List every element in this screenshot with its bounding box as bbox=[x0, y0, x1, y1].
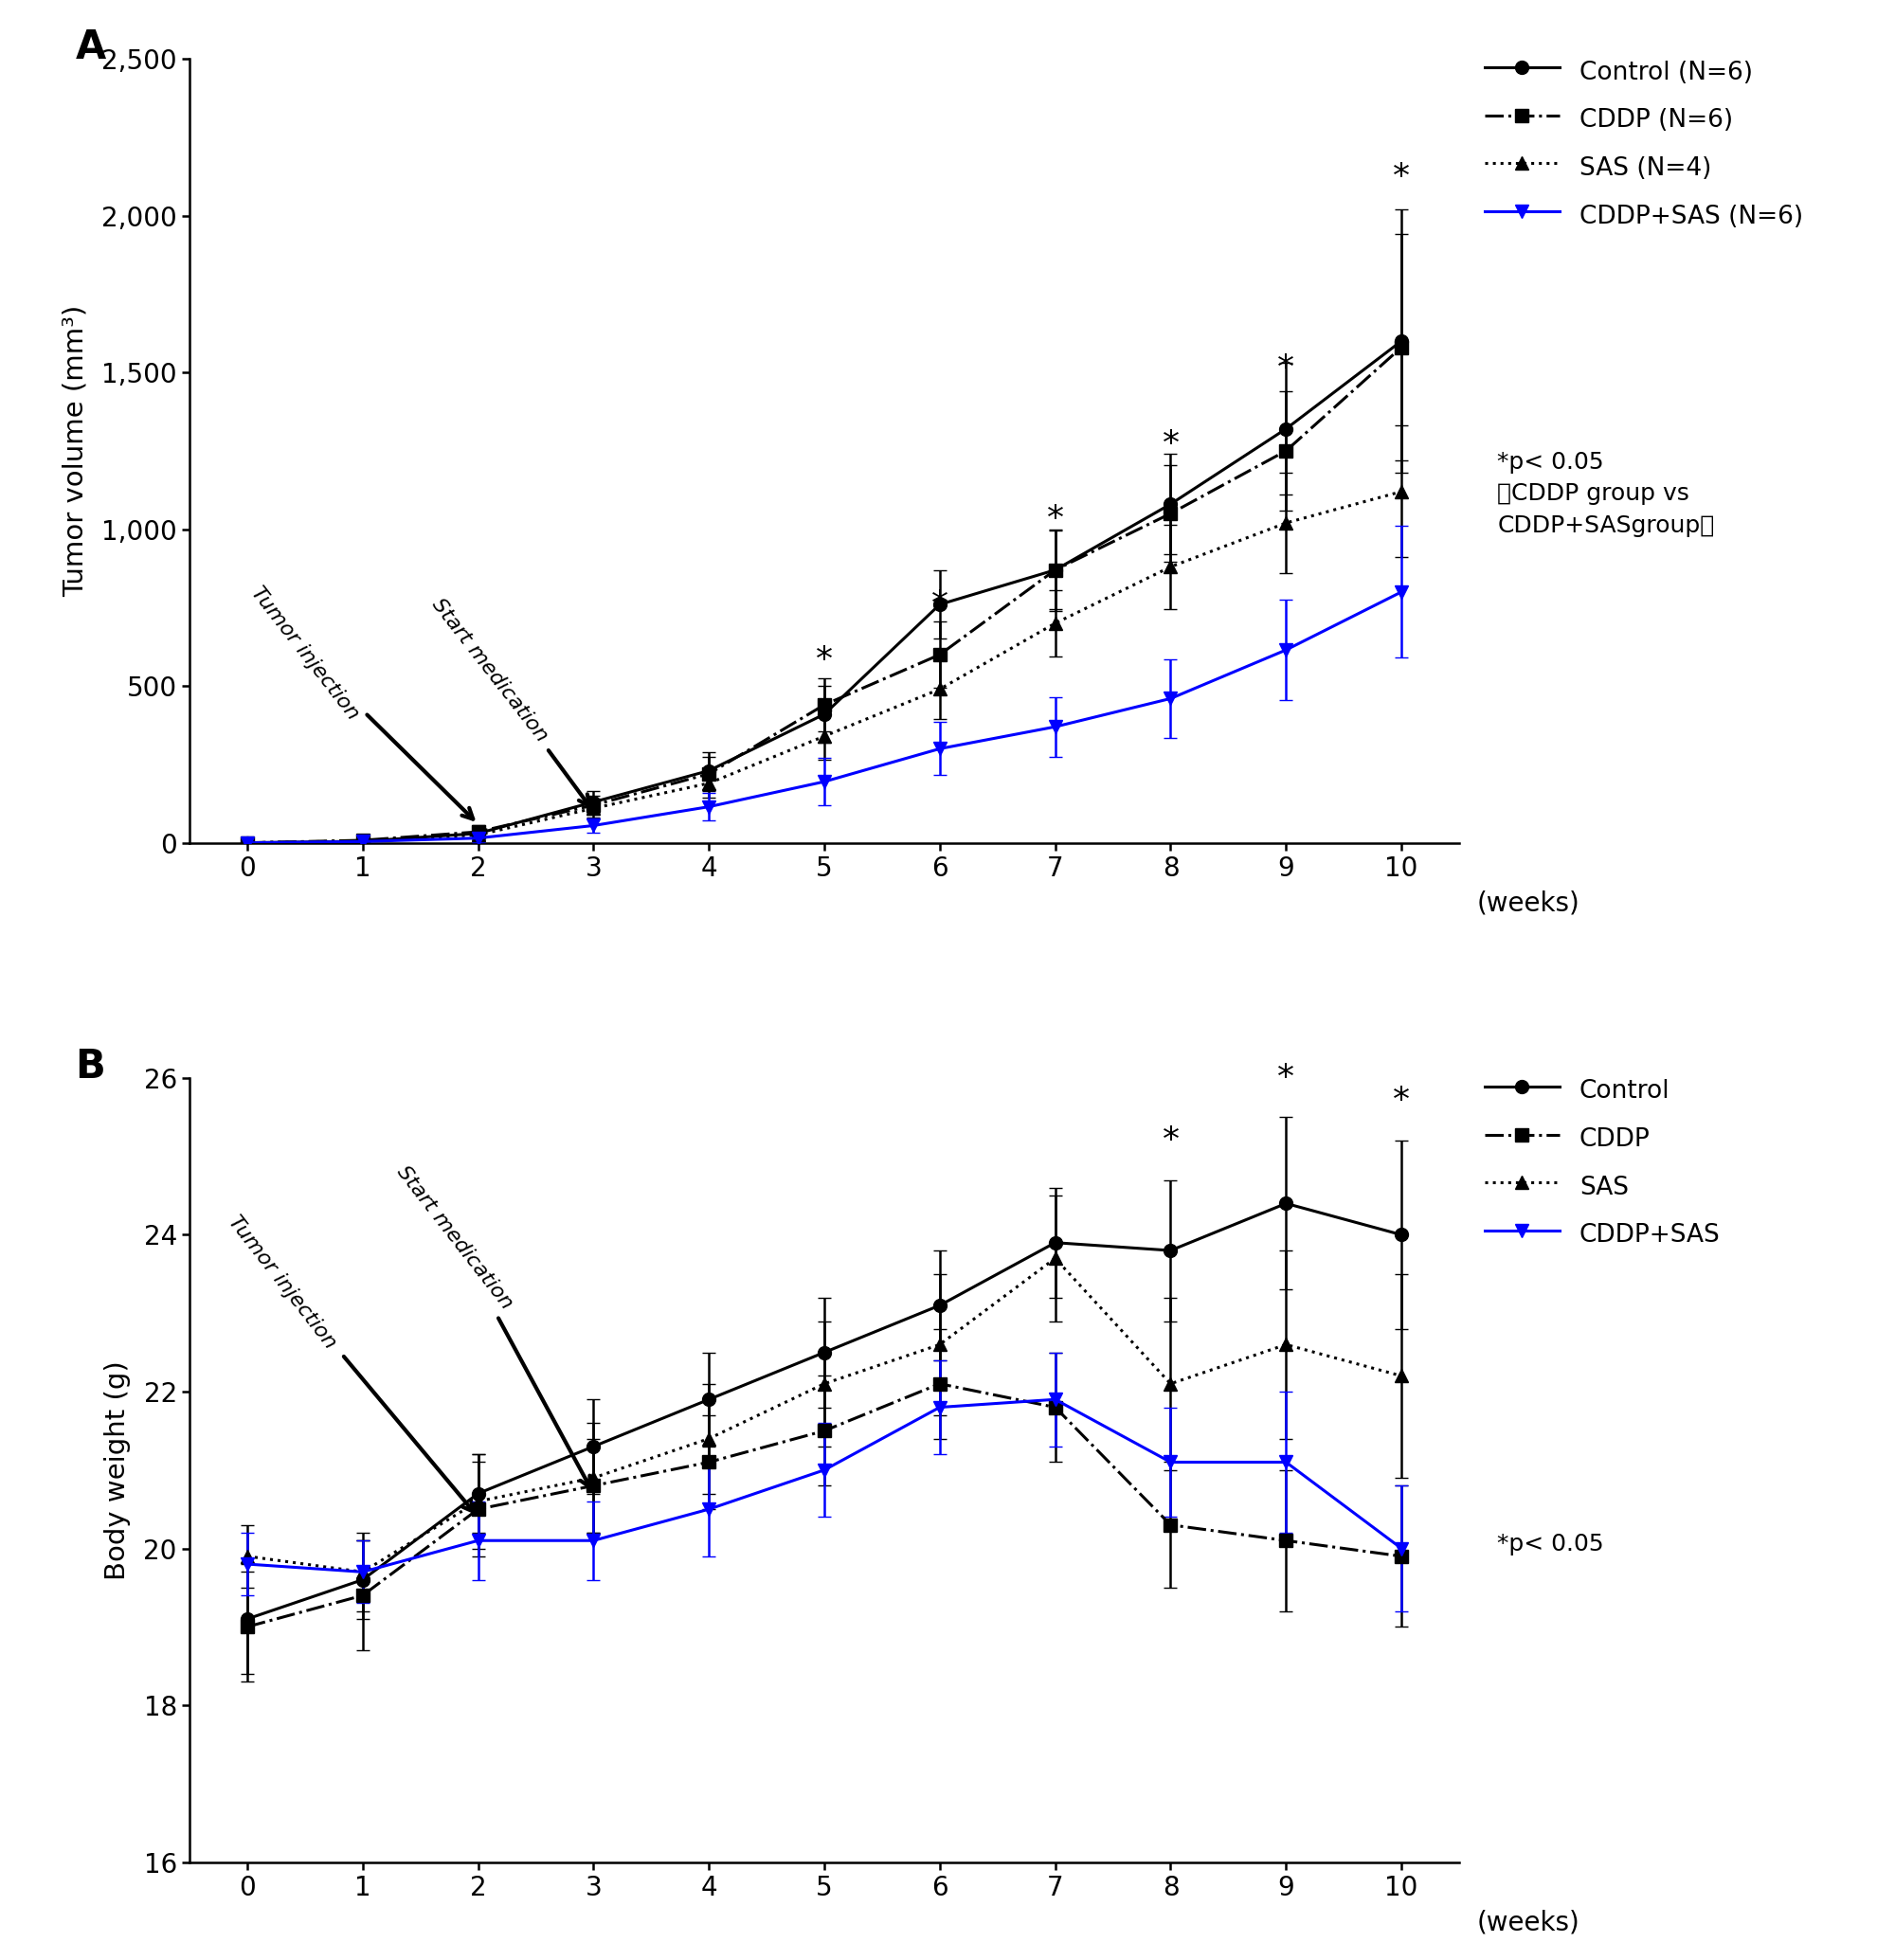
Text: B: B bbox=[76, 1047, 106, 1086]
Text: (weeks): (weeks) bbox=[1476, 1909, 1580, 1936]
Legend: Control (N=6), CDDP (N=6), SAS (N=4), CDDP+SAS (N=6): Control (N=6), CDDP (N=6), SAS (N=4), CD… bbox=[1484, 55, 1802, 229]
Text: *p< 0.05: *p< 0.05 bbox=[1497, 1533, 1603, 1556]
Text: *: * bbox=[1046, 504, 1063, 535]
Text: Tumor injection: Tumor injection bbox=[224, 1213, 474, 1511]
Text: *: * bbox=[1393, 1086, 1410, 1117]
Text: *: * bbox=[1277, 353, 1294, 384]
Legend: Control, CDDP, SAS, CDDP+SAS: Control, CDDP, SAS, CDDP+SAS bbox=[1484, 1074, 1721, 1249]
Text: *p< 0.05
（CDDP group vs
CDDP+SASgroup）: *p< 0.05 （CDDP group vs CDDP+SASgroup） bbox=[1497, 451, 1715, 537]
Text: Start medication: Start medication bbox=[428, 596, 589, 806]
Text: *: * bbox=[1162, 1125, 1179, 1156]
Text: *: * bbox=[1277, 1062, 1294, 1094]
Text: Tumor injection: Tumor injection bbox=[246, 584, 474, 819]
Text: *: * bbox=[815, 645, 834, 676]
Text: *: * bbox=[1162, 427, 1179, 461]
Text: (weeks): (weeks) bbox=[1476, 890, 1580, 917]
Y-axis label: Tumor volume (mm³): Tumor volume (mm³) bbox=[63, 306, 89, 596]
Y-axis label: Body weight (g): Body weight (g) bbox=[104, 1360, 131, 1580]
Text: *: * bbox=[1393, 161, 1410, 194]
Text: Start medication: Start medication bbox=[394, 1162, 589, 1488]
Text: *: * bbox=[930, 588, 948, 619]
Text: A: A bbox=[76, 27, 106, 67]
